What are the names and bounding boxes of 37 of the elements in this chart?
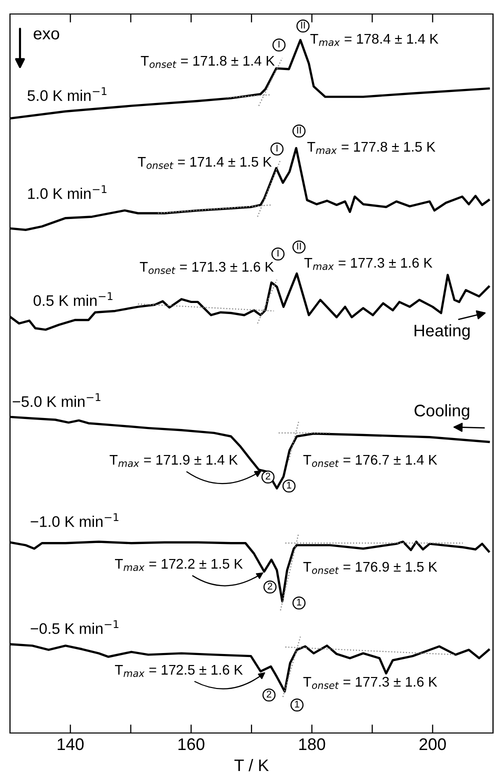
annotation: T$_{onset}$ = 171.8 ± 1.4 K (140, 56, 275, 68)
annotation: 1 (297, 598, 302, 606)
x-axis-title: T / K (234, 758, 269, 772)
annotation: I (278, 40, 280, 48)
annotation: T$_{onset}$ = 177.3 ± 1.6 K (303, 676, 438, 689)
x-tick-label: 200 (420, 738, 446, 750)
annotation: II (301, 22, 305, 29)
x-tick-label: 180 (299, 738, 326, 750)
annotation: I (276, 144, 278, 152)
annotation: T$_{max}$ = 172.2 ± 1.5 K (114, 558, 243, 571)
annotation: T$_{max}$ = 177.3 ± 1.6 K (304, 258, 432, 270)
annotation: 2 (266, 690, 272, 698)
annotation: Cooling (414, 404, 470, 420)
annotation: 2 (266, 472, 270, 480)
annotation: Heating (414, 324, 470, 340)
x-tick-label: 140 (58, 738, 84, 750)
annotation: T$_{max}$ = 171.9 ± 1.4 K (110, 454, 238, 467)
series-label: 0.5 K min$^{−1}$ (34, 292, 112, 306)
x-tick-label: 160 (178, 738, 204, 750)
series-label: 1.0 K min$^{−1}$ (28, 185, 106, 199)
annotation: T$_{onset}$ = 176.7 ± 1.4 K (303, 454, 438, 467)
series-label: −0.5 K min$^{−1}$ (30, 620, 118, 634)
annotation: 1 (287, 482, 292, 489)
series-label: −1.0 K min$^{−1}$ (30, 513, 118, 527)
annotation: T$_{onset}$ = 176.9 ± 1.5 K (303, 562, 438, 574)
annotation: II (297, 242, 301, 250)
annotation: T$_{onset}$ = 171.3 ± 1.6 K (140, 262, 274, 274)
annotation: 1 (295, 700, 300, 708)
annotation: T$_{max}$ = 178.4 ± 1.4 K (310, 34, 438, 46)
annotation: 2 (268, 582, 272, 590)
series-label: 5.0 K min$^{−1}$ (28, 87, 106, 101)
annotation: II (297, 126, 301, 134)
annotation: T$_{onset}$ = 171.4 ± 1.5 K (138, 157, 272, 169)
annotation: T$_{max}$ = 172.5 ± 1.6 K (114, 664, 243, 677)
text: exo (34, 30, 60, 40)
series-label: −5.0 K min$^{−1}$ (12, 393, 100, 407)
annotation: T$_{max}$ = 177.8 ± 1.5 K (307, 142, 436, 154)
